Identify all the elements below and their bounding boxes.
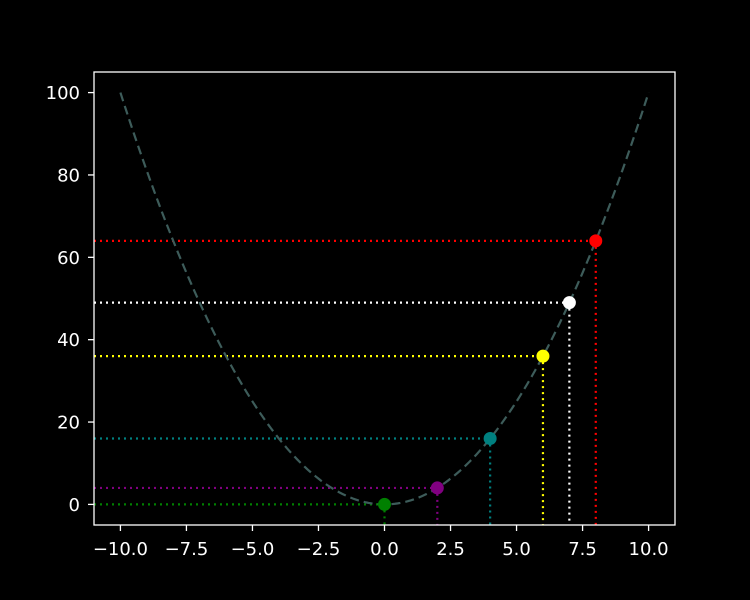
y-tick-label: 20 — [57, 413, 80, 434]
data-point — [562, 296, 576, 310]
x-tick-label: −7.5 — [165, 539, 209, 560]
x-tick-label: 2.5 — [436, 539, 465, 560]
x-tick-label: 7.5 — [568, 539, 597, 560]
axes-frame — [93, 71, 676, 526]
x-tick-label: 5.0 — [502, 539, 531, 560]
axes-layer: −10.0 −7.5 −5.0 −2.5 0.0 2.5 5.0 7.5 10.0 0 20 40 60… — [46, 71, 676, 560]
y-tick-label: 80 — [57, 165, 80, 186]
y-tick-label: 100 — [46, 83, 80, 104]
data-point — [589, 234, 603, 248]
x-tick-label: 10.0 — [629, 539, 669, 560]
data-point — [483, 432, 497, 446]
y-tick-label: 60 — [57, 248, 80, 269]
x-tick-label: −10.0 — [93, 539, 148, 560]
data-points-layer — [378, 234, 603, 511]
x-tick-label: 0.0 — [370, 539, 399, 560]
x-tick-label: −2.5 — [297, 539, 341, 560]
y-tick-label: 40 — [57, 330, 80, 351]
data-point — [430, 481, 444, 495]
data-point — [378, 497, 391, 511]
guide-lines-layer — [94, 239, 597, 525]
y-tick-label: 0 — [69, 495, 80, 516]
data-point — [536, 349, 550, 363]
x-tick-label: −5.0 — [231, 539, 275, 560]
